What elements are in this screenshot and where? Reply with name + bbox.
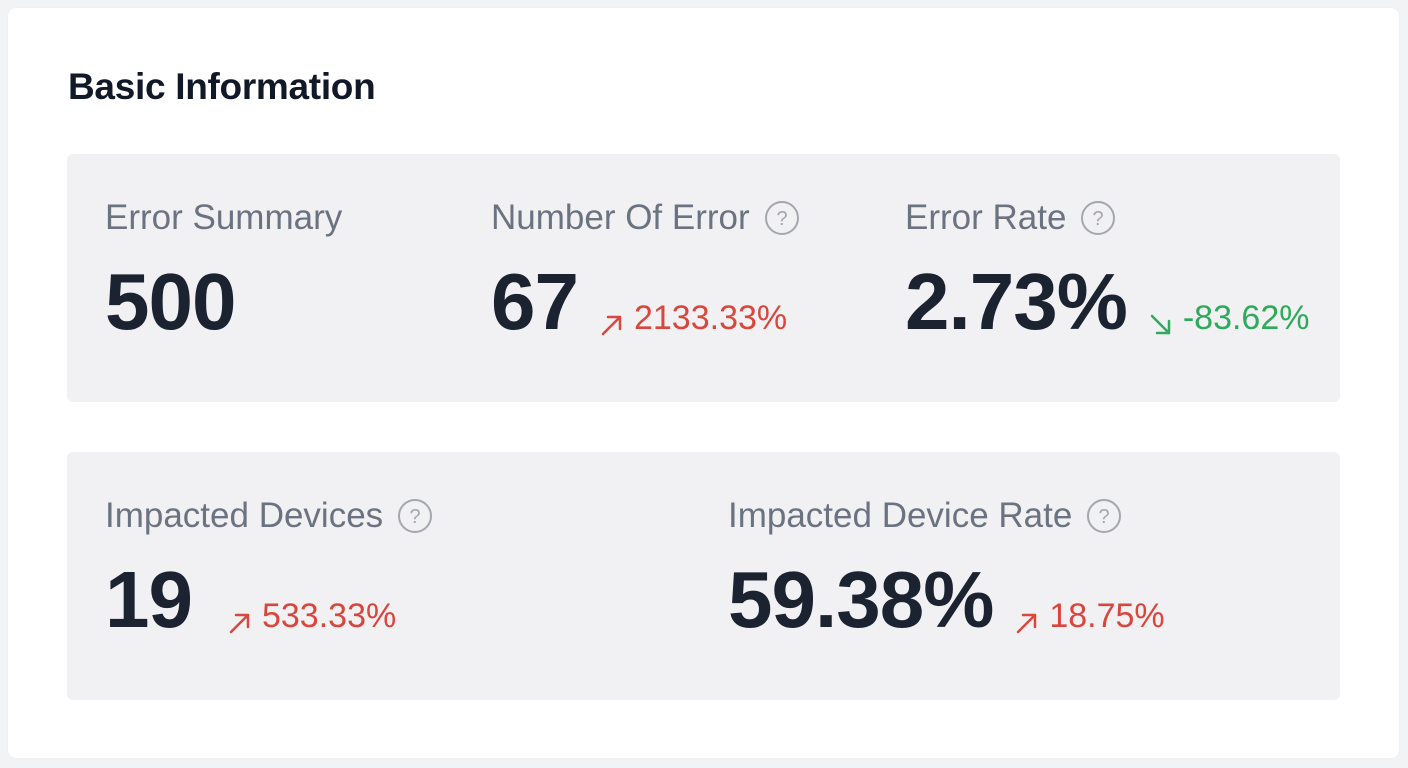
metrics-panel-bottom: Impacted Devices ? 19 533.33% Impacted D… [67, 452, 1340, 700]
svg-text:?: ? [776, 208, 787, 230]
metric-error-summary: Error Summary 500 [105, 196, 342, 342]
metric-label: Error Rate ? [905, 196, 1309, 240]
metric-label: Impacted Device Rate ? [728, 494, 1165, 538]
metric-value-row: 500 [105, 262, 342, 342]
trend-value: 2133.33% [633, 299, 788, 337]
section-title: Basic Information [68, 66, 376, 107]
trend-value: 18.75% [1049, 597, 1165, 635]
metric-label: Number Of Error ? [491, 196, 800, 240]
metric-value-row: 67 2133.33% [491, 262, 800, 342]
metric-value-row: 19 533.33% [105, 560, 433, 640]
svg-text:?: ? [1093, 208, 1104, 230]
impacted-devices-value: 19 [105, 555, 193, 644]
number-of-error-value: 67 [491, 257, 579, 346]
svg-text:?: ? [410, 506, 421, 528]
metric-label: Error Summary [105, 196, 342, 240]
number-of-error-trend: 2133.33% [598, 299, 787, 338]
metric-impacted-device-rate: Impacted Device Rate ? 59.38% 18.75% [728, 494, 1165, 640]
arrow-up-right-icon [601, 315, 622, 335]
question-circle-icon[interactable]: ? [1086, 498, 1122, 534]
question-circle-icon[interactable]: ? [397, 498, 433, 534]
question-circle-icon[interactable]: ? [1080, 200, 1116, 236]
arrow-up-right-icon [1017, 613, 1037, 633]
metrics-panel-top: Error Summary 500 Number Of Error ? 67 2… [67, 154, 1340, 402]
arrow-down-right-icon [1150, 314, 1171, 334]
error-rate-value: 2.73% [905, 257, 1128, 346]
error-rate-trend: -83.62% [1147, 299, 1310, 338]
number-of-error-label: Number Of Error [491, 198, 750, 237]
metric-value-row: 59.38% 18.75% [728, 560, 1165, 640]
svg-text:?: ? [1099, 506, 1110, 528]
impacted-device-rate-label: Impacted Device Rate [728, 496, 1073, 535]
impacted-device-rate-trend: 18.75% [1013, 597, 1165, 636]
trend-value: 533.33% [261, 597, 397, 635]
metric-number-of-error: Number Of Error ? 67 2133.33% [491, 196, 800, 342]
basic-information-card: Basic Information Error Summary 500 Numb… [8, 8, 1399, 758]
error-summary-label: Error Summary [105, 198, 343, 237]
metric-error-rate: Error Rate ? 2.73% -83.62% [905, 196, 1309, 342]
impacted-device-rate-value: 59.38% [728, 555, 994, 644]
trend-value: -83.62% [1182, 299, 1310, 337]
impacted-devices-label: Impacted Devices [105, 496, 384, 535]
arrow-up-right-icon [229, 613, 250, 633]
metric-value-row: 2.73% -83.62% [905, 262, 1309, 342]
question-circle-icon[interactable]: ? [764, 200, 800, 236]
error-rate-label: Error Rate [905, 198, 1067, 237]
error-summary-value: 500 [105, 257, 236, 346]
metric-label: Impacted Devices ? [105, 494, 433, 538]
impacted-devices-trend: 533.33% [226, 597, 396, 636]
metric-impacted-devices: Impacted Devices ? 19 533.33% [105, 494, 433, 640]
